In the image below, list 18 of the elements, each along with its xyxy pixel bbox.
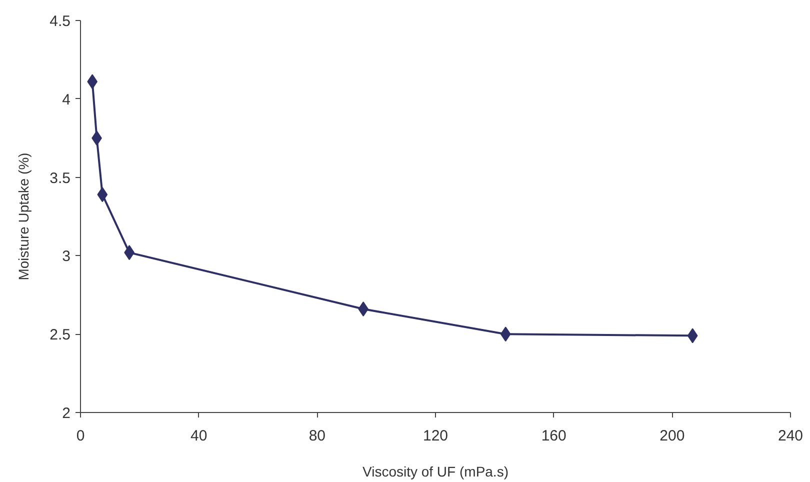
x-tick-label: 200 [660,428,685,444]
x-axis-title: Viscosity of UF (mPa.s) [362,464,509,480]
y-axis-title: Moisture Uptake (%) [16,152,32,280]
point [687,328,698,344]
x-tick-label: 160 [541,428,566,444]
x-tick-label: 240 [778,428,804,444]
y-tick-label: 2 [62,405,70,422]
y-tick-label: 2.5 [50,326,71,344]
y-tick-label: 4.5 [50,13,71,30]
x-tick-label: 80 [308,428,326,444]
y-tick-label: 4 [62,91,70,108]
point [97,187,108,202]
x-tick-label: 0 [76,428,85,444]
y-tick-label: 3.5 [50,170,71,187]
x-tick-label: 120 [422,428,448,444]
x-tick-label: 40 [190,428,208,444]
y-tick-label: 3 [62,248,70,266]
point [500,326,511,342]
